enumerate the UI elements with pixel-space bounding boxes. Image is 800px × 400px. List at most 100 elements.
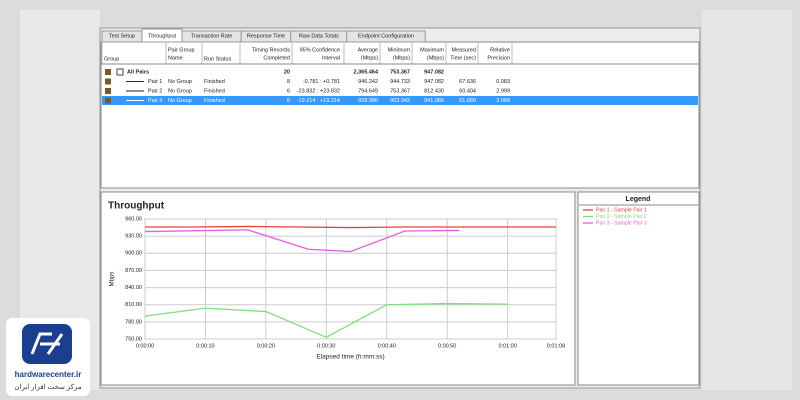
legend-label: Pair 2 - Sample Pair 2 <box>596 214 647 220</box>
column-header: Name <box>168 55 183 61</box>
table-cell: -0.781 : +0.781 <box>303 79 340 85</box>
column-header: Precision <box>487 55 510 61</box>
table-cell: No Group <box>168 88 192 94</box>
column-header: (Mbps) <box>427 55 444 61</box>
row-icon <box>105 97 111 104</box>
legend-title: Legend <box>626 196 651 203</box>
plot-area <box>144 218 557 340</box>
legend-label: Pair 1 - Sample Pair 1 <box>596 207 647 213</box>
series-line <box>144 229 460 253</box>
table-cell: 812.430 <box>424 88 444 94</box>
table-cell: 60.404 <box>459 88 476 94</box>
table-cell: 928.990 <box>358 98 378 104</box>
table-cell: 944.733 <box>390 79 410 85</box>
column-header: (Mbps) <box>361 55 378 61</box>
watermark: hardwarecenter.ir مرکز سخت افزار ایران <box>6 318 90 396</box>
table-cell: 947.082 <box>424 69 444 75</box>
column-header: Pair Group <box>168 47 195 53</box>
row-icon <box>105 78 111 85</box>
legend-panel <box>577 191 700 386</box>
y-tick-label: 960.00 <box>125 216 142 222</box>
column-header: (Mbps) <box>393 55 410 61</box>
table-cell: No Group <box>168 98 192 104</box>
series-line <box>145 225 556 229</box>
x-tick-label: 0:00:50 <box>438 343 456 349</box>
column-header: Group <box>104 56 119 62</box>
y-tick-label: 840.00 <box>125 285 142 291</box>
x-tick-label: 0:00:40 <box>378 343 396 349</box>
table-cell: Finished <box>204 79 225 85</box>
tab-label[interactable]: Test Setup <box>109 33 135 39</box>
table-cell: 941.066 <box>424 98 444 104</box>
selected-row[interactable] <box>102 96 698 105</box>
watermark-logo-lines <box>30 332 64 355</box>
table-cell: 753.367 <box>390 69 410 75</box>
table-cell: -23.832 : +23.832 <box>297 88 340 94</box>
table-cell: 8 <box>287 79 290 85</box>
table-cell: 6 <box>287 88 290 94</box>
table-cell: -19.214 : +19.214 <box>297 98 340 104</box>
x-tick-label: 0:00:10 <box>196 343 214 349</box>
column-header: Timing Records <box>252 47 291 53</box>
row-icon <box>105 69 111 75</box>
table-cell: All Pairs <box>127 69 149 75</box>
watermark-tagline: مرکز سخت افزار ایران <box>14 383 81 391</box>
tab-label[interactable]: Response Time <box>247 33 285 39</box>
table-cell: 2.999 <box>496 88 510 94</box>
table-cell: 753.367 <box>390 88 410 94</box>
tab-label[interactable]: Endpoint Configuration <box>358 33 414 39</box>
table-cell: 947.082 <box>424 79 444 85</box>
table-cell: 20 <box>284 69 290 75</box>
x-tick-label: 0:01:00 <box>498 343 516 349</box>
table-cell: 0.083 <box>496 79 510 85</box>
y-tick-label: 780.00 <box>125 319 142 325</box>
blurred-panel <box>702 10 792 390</box>
table-cell: 67.636 <box>459 79 476 85</box>
column-header: Time (sec) <box>450 55 476 61</box>
table-cell: 2,365.464 <box>354 69 379 75</box>
column-header: Completed <box>263 55 290 61</box>
watermark-site: hardwarecenter.ir <box>15 370 82 379</box>
column-header: Relative <box>490 47 510 53</box>
results-table <box>100 41 700 189</box>
series-line <box>144 302 508 339</box>
tab[interactable] <box>346 30 426 43</box>
x-tick-label: 0:00:20 <box>257 343 275 349</box>
y-tick-label: 750.00 <box>125 336 142 342</box>
chart-title: Throughput <box>108 201 165 212</box>
y-axis-label: Mbps <box>110 272 116 287</box>
x-tick-label: 0:00:00 <box>136 343 154 349</box>
table-cell: Pair 2 <box>148 88 162 94</box>
tab-label[interactable]: Throughput <box>148 33 177 39</box>
y-tick-label: 900.00 <box>125 251 142 257</box>
table-cell: 51.660 <box>459 98 476 104</box>
tab-label[interactable]: Transaction Rate <box>191 33 233 39</box>
column-header: Measured <box>452 47 476 53</box>
column-header: Interval <box>322 55 340 61</box>
x-tick-label: 0:01:08 <box>547 343 565 349</box>
column-header: Minimum <box>388 47 411 53</box>
table-cell: 946.242 <box>358 79 378 85</box>
y-tick-label: 870.00 <box>125 268 142 274</box>
x-tick-label: 0:00:30 <box>317 343 335 349</box>
table-cell: Pair 3 <box>148 98 162 104</box>
expand-box[interactable] <box>116 68 124 76</box>
column-header: Run Status <box>204 56 231 62</box>
y-tick-label: 930.00 <box>125 234 142 240</box>
table-cell: 794.649 <box>358 88 378 94</box>
legend-label: Pair 3 - Sample Pair 3 <box>596 220 647 226</box>
column-header: Average <box>358 47 378 53</box>
table-cell: 6 <box>287 98 290 104</box>
x-axis-label: Elapsed time (h:mm:ss) <box>316 354 384 361</box>
table-cell: 903.342 <box>390 98 410 104</box>
table-cell: Finished <box>204 88 225 94</box>
row-icon <box>105 88 111 94</box>
column-header: 95% Confidence <box>300 47 340 53</box>
table-cell: 2.068 <box>496 98 510 104</box>
column-header: Maximum <box>420 47 444 53</box>
table-cell: Finished <box>204 98 225 104</box>
table-cell: No Group <box>168 79 192 85</box>
tab-label[interactable]: Raw Data Totals <box>299 33 339 39</box>
